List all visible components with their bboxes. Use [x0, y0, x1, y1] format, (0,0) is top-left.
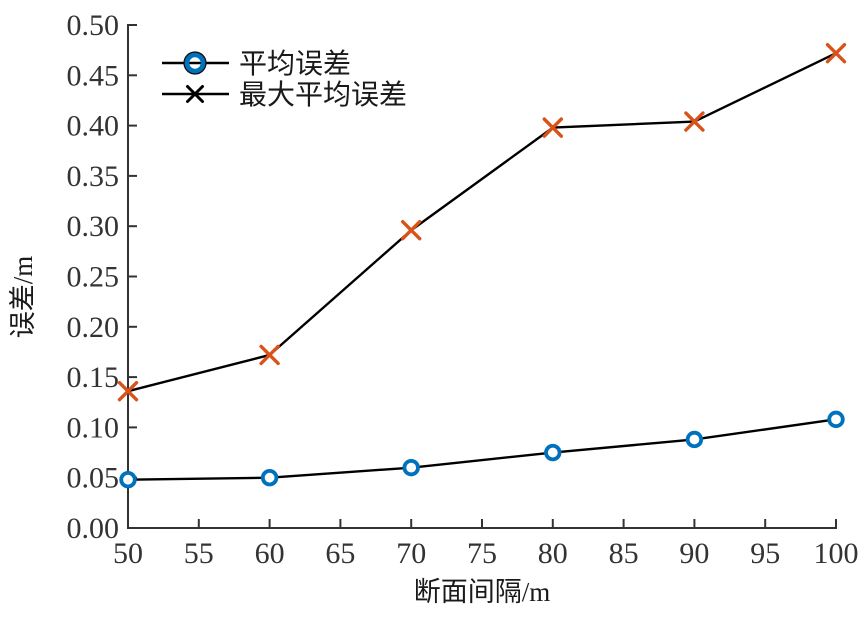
y-tick-label: 0.10	[67, 411, 120, 444]
x-tick-label: 65	[325, 537, 355, 570]
x-marker-icon	[825, 42, 847, 64]
circle-marker-icon	[184, 52, 206, 74]
legend-circle-outline-icon	[183, 51, 207, 75]
x-marker-icon	[542, 117, 563, 138]
series-line-0	[127, 418, 837, 481]
y-tick-label: 0.35	[67, 160, 120, 193]
y-tick-label: 0.20	[67, 311, 120, 344]
x-tick-label: 50	[113, 537, 143, 570]
y-tick-label: 0.25	[67, 261, 120, 294]
x-marker-icon	[401, 220, 422, 241]
circle-marker-icon	[119, 471, 137, 489]
circle-marker-icon	[544, 443, 562, 462]
y-tick-label: 0.15	[67, 361, 120, 394]
y-tick-label: 0.45	[67, 59, 120, 92]
x-tick-label: 95	[750, 537, 780, 570]
x-marker-icon	[186, 85, 204, 103]
circle-marker-icon	[402, 458, 420, 477]
x-axis-title: 断面间隔/m	[414, 577, 551, 607]
x-marker-icon	[117, 380, 139, 402]
y-axis-title: 误差/m	[8, 256, 38, 339]
x-tick-label: 60	[255, 537, 285, 570]
circle-marker-icon	[685, 430, 704, 449]
y-tick-label: 0.05	[67, 462, 120, 495]
legend-label: 最大平均误差	[239, 79, 407, 111]
x-marker-icon	[684, 111, 705, 132]
x-tick-label: 90	[679, 537, 709, 570]
x-tick-label: 75	[467, 537, 497, 570]
circle-marker-icon	[260, 469, 279, 487]
series-line-1	[127, 52, 837, 393]
y-tick-label: 0.40	[67, 110, 120, 143]
x-marker-icon	[259, 344, 280, 366]
x-tick-label: 85	[609, 537, 639, 570]
x-tick-label: 100	[814, 537, 859, 570]
circle-marker-icon	[827, 410, 845, 429]
x-tick-label: 80	[538, 537, 568, 570]
x-tick-label: 70	[396, 537, 426, 570]
y-tick-label: 0.30	[67, 210, 120, 243]
y-tick-label: 0.50	[67, 9, 120, 42]
legend-label: 平均误差	[239, 48, 351, 80]
x-tick-label: 55	[184, 537, 214, 570]
y-tick-label: 0.00	[67, 512, 120, 545]
